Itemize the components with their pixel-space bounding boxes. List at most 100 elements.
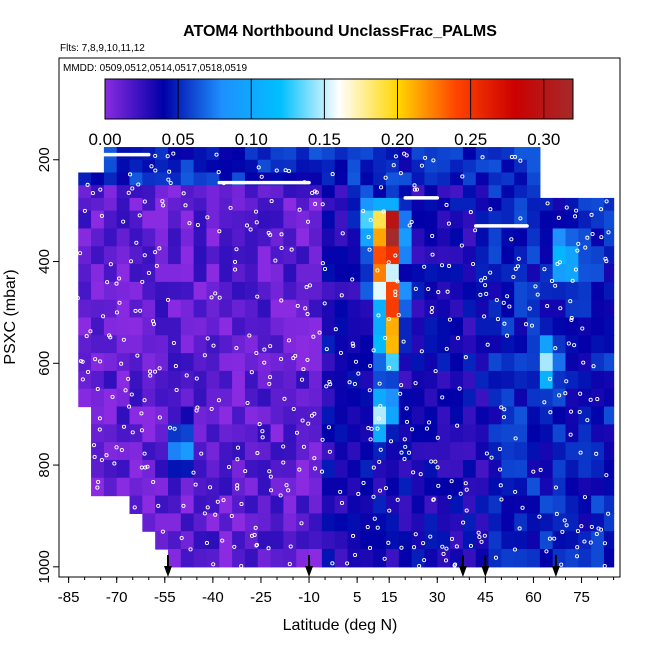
- sample-point: [483, 283, 488, 288]
- heatmap-cell: [578, 442, 592, 461]
- sample-point: [279, 356, 284, 362]
- heatmap-cell: [309, 281, 323, 301]
- sample-points: [71, 151, 611, 569]
- heatmap-cell: [167, 159, 182, 174]
- heatmap-cell: [591, 513, 605, 532]
- heatmap-cell: [385, 388, 400, 408]
- heatmap-cell: [129, 185, 143, 199]
- heatmap-cell: [565, 531, 579, 550]
- sample-point: [367, 388, 372, 393]
- heatmap-cell: [578, 459, 592, 479]
- heatmap-cell: [578, 495, 592, 514]
- heatmap-cell: [578, 513, 592, 532]
- heatmap-cell: [411, 197, 426, 212]
- sample-point: [112, 461, 117, 466]
- sample-point: [84, 334, 89, 339]
- heatmap-cell: [321, 459, 336, 479]
- sample-point: [447, 317, 452, 322]
- heatmap-cell: [103, 335, 118, 354]
- heatmap-cell: [270, 159, 284, 174]
- heatmap-cell: [91, 370, 105, 390]
- sample-point: [582, 539, 587, 544]
- sample-point: [119, 448, 124, 453]
- heatmap-cell: [244, 228, 259, 247]
- heatmap-cell: [116, 228, 131, 247]
- sample-point: [262, 347, 267, 352]
- heatmap-cell: [475, 388, 490, 408]
- sample-point: [154, 263, 159, 268]
- heatmap-cell: [232, 513, 246, 532]
- sample-point: [268, 474, 273, 479]
- plot-frame: [58, 57, 621, 578]
- heatmap-cell: [167, 353, 182, 372]
- heatmap-cell: [232, 370, 246, 390]
- heatmap-cell: [552, 406, 567, 425]
- heatmap-cell: [424, 495, 438, 514]
- sample-point: [368, 218, 373, 223]
- heatmap-cell: [514, 549, 528, 568]
- heatmap-cell: [450, 185, 464, 199]
- heatmap-cell: [244, 549, 259, 568]
- sample-point: [542, 400, 547, 405]
- heatmap-cell: [527, 477, 541, 497]
- heatmap-cell: [206, 185, 220, 199]
- sample-point: [137, 213, 142, 218]
- heatmap-cell: [91, 335, 105, 354]
- sample-point: [269, 199, 274, 204]
- heatmap-cell: [411, 459, 426, 479]
- heatmap-cell: [309, 459, 323, 479]
- heatmap-cell: [578, 406, 592, 425]
- heatmap-cell: [527, 549, 541, 568]
- heatmap-cell: [155, 317, 169, 336]
- heatmap-cell: [450, 477, 464, 497]
- colorbar: 0.00 0.05 0.10 0.15 0.20 0.25 0.30: [88, 78, 574, 149]
- sample-point: [257, 422, 262, 427]
- sample-point: [445, 289, 450, 294]
- heatmap-cell: [129, 299, 143, 319]
- heatmap-cell: [244, 185, 259, 199]
- heatmap-cell: [142, 406, 156, 425]
- heatmap-cell: [155, 147, 169, 161]
- heatmap-cell: [578, 549, 592, 568]
- sample-point: [139, 411, 144, 416]
- heatmap-cell: [437, 477, 451, 497]
- heatmap-cell: [334, 299, 349, 319]
- heatmap-cell: [373, 210, 387, 230]
- heatmap-cell: [539, 549, 554, 568]
- heatmap-cell: [321, 406, 336, 425]
- heatmap-cell: [232, 388, 246, 408]
- sample-point: [588, 540, 593, 545]
- sample-point: [366, 235, 371, 240]
- heatmap-cell: [244, 353, 259, 372]
- sample-point: [515, 264, 520, 269]
- heatmap-cell: [488, 442, 502, 461]
- heatmap-cell: [424, 477, 438, 497]
- heatmap-cell: [373, 299, 387, 319]
- heatmap-cell: [78, 264, 92, 283]
- heatmap-cell: [373, 370, 387, 390]
- sample-point: [459, 243, 464, 248]
- heatmap-cell: [155, 424, 169, 443]
- sample-point: [368, 363, 373, 368]
- heatmap-cell: [437, 424, 451, 443]
- sample-point: [305, 219, 311, 224]
- heatmap-cell: [129, 172, 143, 186]
- heatmap-cell: [527, 246, 541, 265]
- heatmap-cell: [193, 197, 208, 212]
- sample-point: [217, 229, 222, 234]
- sample-point: [581, 360, 586, 365]
- colorbar-tick-label: 0.15: [308, 130, 341, 149]
- sample-point: [312, 466, 318, 471]
- heatmap-cell: [296, 264, 310, 283]
- heatmap-cell: [309, 442, 323, 461]
- heatmap-cell: [206, 159, 220, 174]
- heatmap-cell: [552, 246, 567, 265]
- sample-point: [194, 376, 199, 381]
- heatmap-cell: [244, 147, 259, 161]
- sample-point: [411, 545, 417, 550]
- sample-point: [419, 163, 424, 168]
- heatmap-cell: [129, 281, 143, 301]
- heatmap-cell: [91, 264, 105, 283]
- heatmap-cell: [257, 335, 272, 354]
- heatmap-cell: [78, 388, 92, 408]
